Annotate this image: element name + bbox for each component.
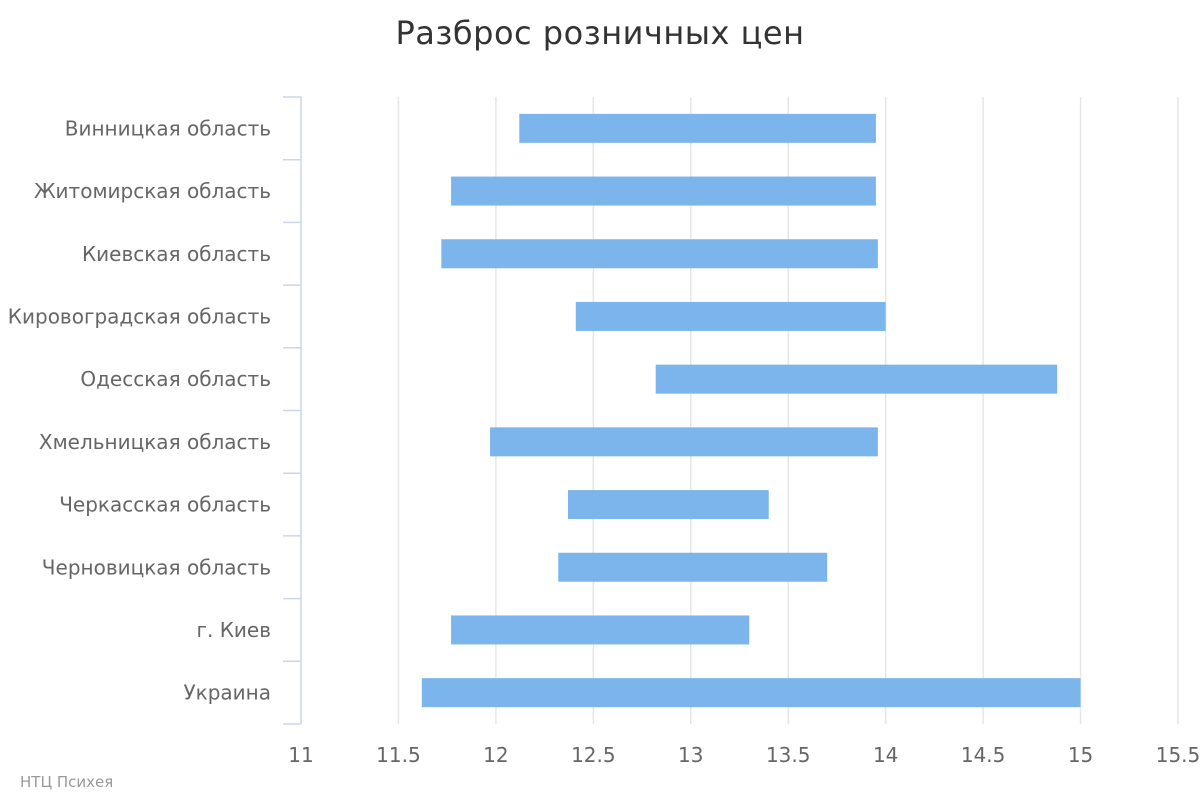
x-tick-label: 11.5 xyxy=(376,743,421,767)
range-bar[interactable] xyxy=(490,427,878,457)
category-axis xyxy=(283,96,302,725)
category-label: Одесская область xyxy=(80,367,271,391)
category-label: Киевская область xyxy=(82,242,271,266)
x-tick-label: 14.5 xyxy=(961,743,1006,767)
range-bars xyxy=(421,113,1081,708)
range-bar[interactable] xyxy=(441,239,878,269)
category-labels: Винницкая область Житомирская область Киев… xyxy=(8,116,271,704)
category-label: Винницкая область xyxy=(65,116,271,140)
range-bar[interactable] xyxy=(519,113,876,143)
range-bar[interactable] xyxy=(558,552,828,582)
x-tick-label: 15 xyxy=(1068,743,1093,767)
category-label: Кировоградская область xyxy=(8,304,271,328)
x-tick-label: 12 xyxy=(483,743,508,767)
x-tick-label: 13 xyxy=(678,743,703,767)
x-tick-label: 12.5 xyxy=(571,743,616,767)
credits-text: НТЦ Психея xyxy=(20,773,114,791)
chart-title: Разброс розничных цен xyxy=(395,14,805,52)
category-label: Житомирская область xyxy=(34,179,271,203)
value-axis-labels: 11 11.5 12 12.5 13 13.5 14 14.5 15 15.5 xyxy=(288,743,1200,767)
range-bar[interactable] xyxy=(451,615,750,645)
range-bar[interactable] xyxy=(567,490,769,520)
category-label: Черновицкая область xyxy=(42,555,271,579)
category-label: г. Киев xyxy=(196,618,271,642)
x-tick-label: 15.5 xyxy=(1156,743,1200,767)
x-tick-label: 13.5 xyxy=(766,743,811,767)
range-bar[interactable] xyxy=(421,678,1081,708)
range-bar[interactable] xyxy=(575,301,886,331)
x-tick-label: 11 xyxy=(288,743,313,767)
range-bar[interactable] xyxy=(655,364,1058,394)
range-bar[interactable] xyxy=(451,176,876,206)
x-tick-label: 14 xyxy=(873,743,898,767)
category-label: Черкасская область xyxy=(59,493,271,517)
category-label: Хмельницкая область xyxy=(39,430,271,454)
category-label: Украина xyxy=(183,681,271,705)
